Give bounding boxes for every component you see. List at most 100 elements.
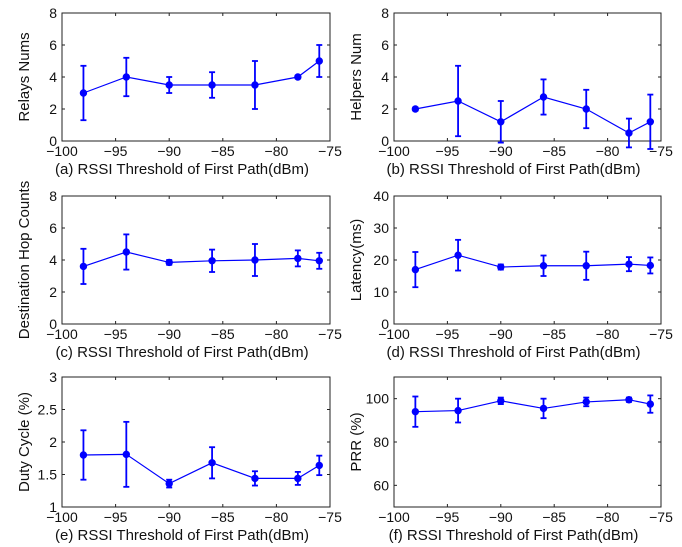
x-tick-label: −75 [318, 326, 342, 342]
y-tick-label: 20 [373, 252, 389, 268]
data-point [497, 397, 505, 405]
data-point [539, 93, 548, 101]
data-point [315, 257, 323, 265]
plot-frame [393, 376, 662, 508]
data-point [625, 129, 633, 137]
y-tick-label: 8 [381, 5, 389, 21]
series-line [415, 254, 651, 271]
chart-panel-2: −100 −95 −90 −85 −80 −75 0 2 4 6 8 Destination Hop … [16, 181, 342, 361]
data-point [79, 262, 88, 271]
y-tick-label: 8 [49, 188, 57, 204]
x-axis-caption: (c) RSSI Threshold of First Path(dBm) [55, 344, 308, 361]
y-tick-label: 1 [49, 499, 57, 515]
y-tick-label: 100 [366, 391, 390, 407]
x-axis-caption: (d) RSSI Threshold of First Path(dBm) [387, 344, 641, 361]
x-tick-label: −80 [596, 509, 620, 525]
data-point [454, 251, 462, 259]
data-point [582, 398, 590, 406]
y-tick-label: 6 [49, 37, 57, 53]
x-axis-caption: (a) RSSI Threshold of First Path(dBm) [55, 161, 309, 178]
data-point [582, 105, 590, 113]
x-tick-label: −100 [46, 143, 78, 159]
plot-frame [393, 195, 662, 325]
data-point [208, 459, 216, 467]
data-point [294, 254, 302, 263]
x-tick-label: −100 [378, 143, 410, 159]
plot-frame [61, 376, 331, 508]
data-point [411, 265, 420, 274]
x-tick-label: −95 [436, 143, 460, 159]
series-line [83, 60, 320, 94]
data-point [165, 81, 173, 89]
y-tick-label: 6 [381, 37, 389, 53]
x-tick-label: −95 [104, 509, 128, 525]
y-axis-label: Helpers Num [348, 33, 365, 121]
y-tick-label: 30 [373, 220, 389, 236]
x-tick-label: −85 [211, 326, 235, 342]
y-axis-label: PRR (%) [348, 412, 365, 471]
x-tick-label: −75 [649, 143, 673, 159]
x-tick-label: −85 [542, 326, 566, 342]
series-line [83, 251, 320, 267]
x-tick-label: −100 [46, 509, 78, 525]
data-point [582, 262, 590, 270]
x-tick-label: −95 [436, 326, 460, 342]
data-point [79, 451, 88, 459]
x-tick-label: −90 [157, 509, 181, 525]
y-tick-label: 2 [49, 284, 57, 300]
data-point [122, 450, 131, 459]
data-point [454, 97, 462, 105]
y-tick-label: 2 [381, 101, 389, 117]
x-tick-label: −80 [265, 509, 289, 525]
data-point [165, 258, 173, 267]
x-tick-label: −75 [649, 326, 673, 342]
x-tick-label: −95 [104, 326, 128, 342]
x-tick-label: −100 [378, 509, 410, 525]
y-tick-label: 3 [49, 369, 57, 385]
y-tick-label: 0 [49, 133, 57, 149]
y-tick-label: 2.5 [38, 402, 58, 418]
data-point [208, 81, 216, 89]
plot-frame [61, 12, 331, 142]
chart-panel-0: −100 −95 −90 −85 −80 −75 0 2 4 6 8 Relays Nums (a) R… [16, 5, 342, 178]
x-tick-label: −85 [542, 143, 566, 159]
x-tick-label: −90 [157, 143, 181, 159]
x-tick-label: −75 [318, 509, 342, 525]
x-axis-caption: (f) RSSI Threshold of First Path(dBm) [389, 527, 639, 544]
chart-panel-1: −100 −95 −90 −85 −80 −75 0 2 4 6 8 Helpers Num (b) R… [348, 5, 673, 178]
chart-panel-3: −100 −95 −90 −85 −80 −75 0 10 20 30 40 Latency(ms) (… [348, 188, 673, 361]
x-tick-label: −85 [211, 509, 235, 525]
data-point [497, 263, 505, 271]
y-axis-label: Latency(ms) [348, 219, 365, 302]
data-point [539, 404, 548, 413]
data-point [646, 261, 655, 270]
data-point [497, 118, 505, 126]
y-tick-label: 2 [49, 434, 57, 450]
plot-frame [393, 12, 662, 142]
y-tick-label: 1.5 [38, 467, 58, 483]
data-point [165, 479, 173, 488]
data-point [251, 474, 259, 483]
data-point [625, 260, 633, 268]
series-line [415, 96, 651, 134]
data-point [208, 257, 216, 265]
data-point [251, 81, 259, 89]
x-tick-label: −80 [265, 143, 289, 159]
y-axis-label: Destination Hop Counts [16, 181, 33, 339]
x-axis-caption: (b) RSSI Threshold of First Path(dBm) [387, 161, 641, 178]
x-tick-label: −95 [104, 143, 128, 159]
chart-panel-4: −100 −95 −90 −85 −80 −75 1 1.5 2 2.5 3 Duty Cycle (… [16, 369, 342, 544]
data-point [251, 256, 259, 264]
x-tick-label: −100 [378, 326, 410, 342]
y-tick-label: 4 [49, 252, 57, 268]
y-tick-label: 0 [49, 316, 57, 332]
series-line [83, 453, 320, 485]
y-tick-label: 4 [381, 69, 389, 85]
x-tick-label: −95 [436, 509, 460, 525]
y-tick-label: 0 [381, 316, 389, 332]
x-tick-label: −75 [318, 143, 342, 159]
data-point [315, 57, 323, 65]
data-point [79, 89, 88, 97]
